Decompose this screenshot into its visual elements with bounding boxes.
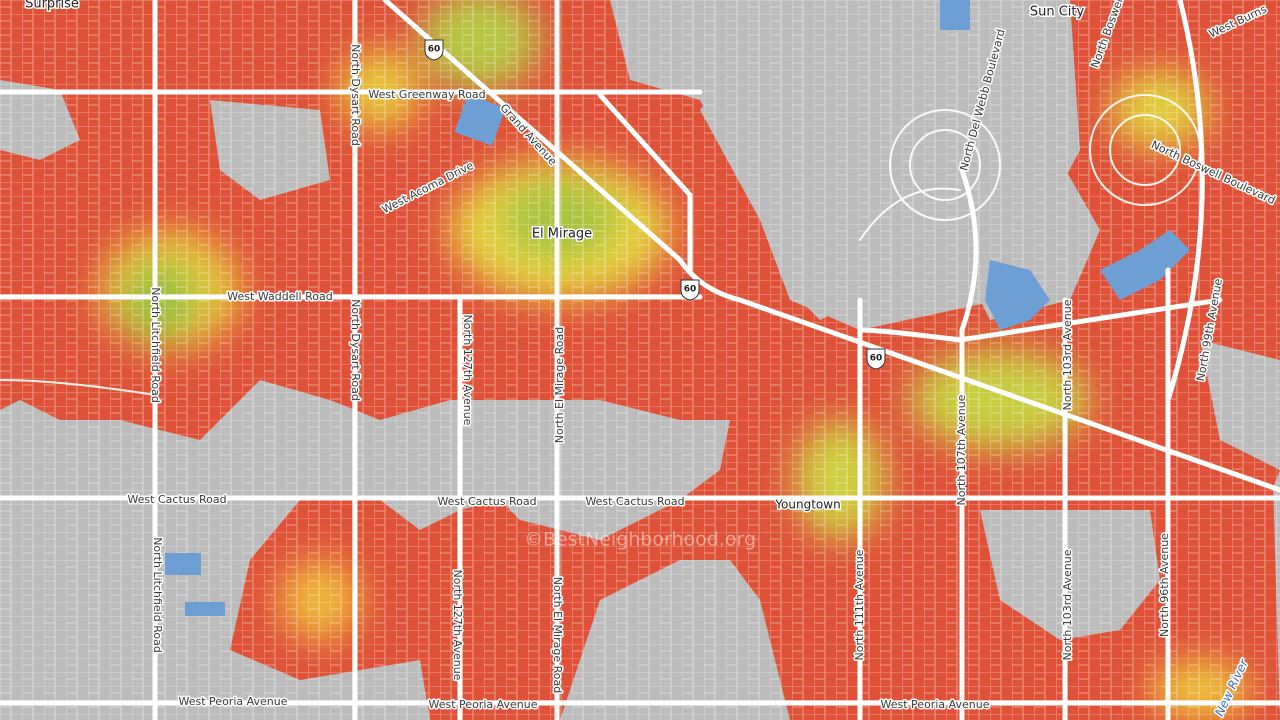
- highway-shield: 60: [866, 348, 886, 370]
- road-label: North 111th Avenue: [853, 549, 866, 660]
- road-label: North Litchfield Road: [149, 287, 162, 403]
- shield-label: 60: [870, 354, 883, 364]
- road-label: West Peoria Avenue: [881, 698, 990, 711]
- road-label: West Cactus Road: [127, 493, 226, 506]
- road-label: North 103rd Avenue: [1061, 299, 1074, 410]
- road-label: West Peoria Avenue: [179, 695, 288, 708]
- road-label: North Litchfield Road: [151, 537, 164, 653]
- water: [165, 0, 1190, 616]
- highway-shield: 60: [680, 279, 700, 301]
- watermark: ©BestNeighborhood.org: [524, 529, 756, 551]
- place-label: Surprise: [25, 0, 79, 12]
- road-label: North El Mirage Road: [553, 327, 566, 443]
- place-label: Youngtown: [774, 498, 840, 512]
- place-label: El Mirage: [532, 227, 592, 242]
- road-label: North 96th Avenue: [1158, 533, 1171, 637]
- road-label: North 107th Avenue: [955, 394, 968, 505]
- highway-shield: 60: [424, 39, 444, 61]
- shield-label: 60: [684, 285, 697, 295]
- shield-label: 60: [428, 45, 441, 55]
- road-label: North Dysart Road: [349, 299, 362, 401]
- road-label: West Cactus Road: [585, 495, 684, 508]
- road-label: West Greenway Road: [368, 88, 485, 101]
- road-label: North El Mirage Road: [551, 577, 564, 693]
- place-label: Sun City: [1030, 5, 1085, 20]
- road-label: North 103rd Avenue: [1061, 549, 1074, 660]
- road-label: West Waddell Road: [227, 290, 332, 303]
- road-label: West Peoria Avenue: [429, 698, 538, 711]
- road-label: North 127th Avenue: [461, 315, 474, 426]
- road-label: North Dysart Road: [349, 44, 362, 146]
- shields: 60 60 60: [424, 39, 886, 370]
- road-label: North 127th Avenue: [451, 570, 464, 681]
- road-label: West Cactus Road: [437, 495, 536, 508]
